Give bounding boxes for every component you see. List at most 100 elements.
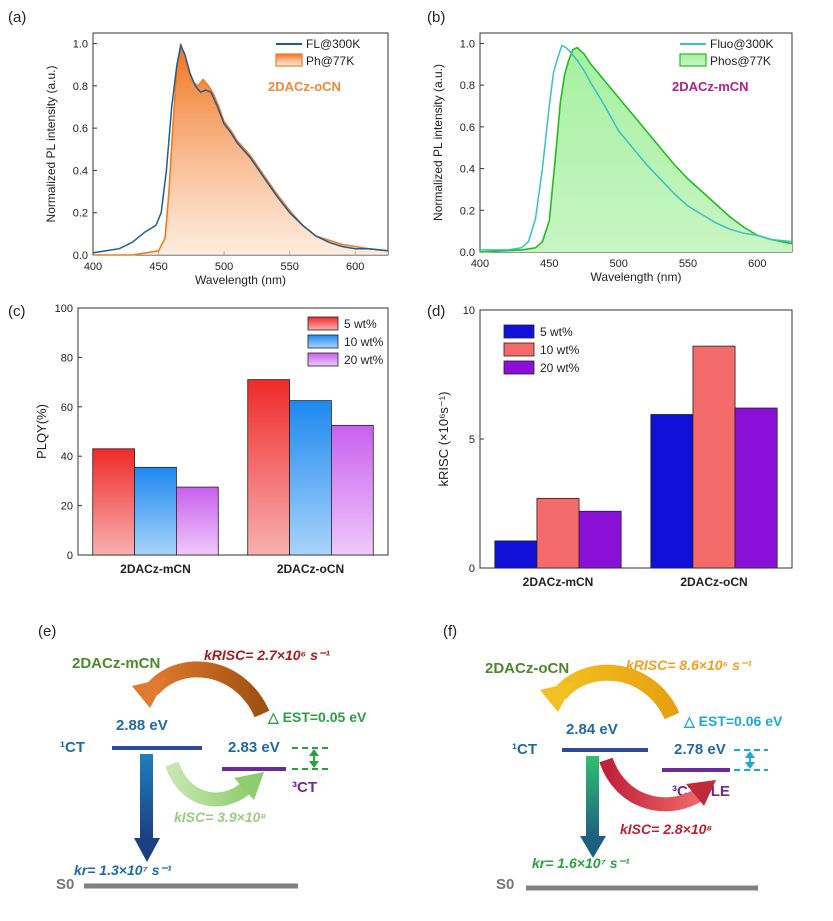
series-Phos@77K-line — [479, 46, 793, 253]
diagram-e-kr-arrowhead — [134, 838, 160, 862]
energy-diagram-e: 2DACz-mCN kRISC= 2.7×10⁶ s⁻¹ △ EST=0.05 … — [56, 647, 367, 893]
diagram-e-s1-energy: 2.88 eV — [116, 717, 168, 734]
x-category-label: 2DACz-oCN — [277, 562, 344, 576]
diagram-f-gap-arrow-up — [745, 751, 755, 758]
y-tick-label: 1.0 — [73, 39, 88, 51]
diagram-e-isc-arrow — [165, 761, 256, 807]
chart-d-krisc-bars: 0 5 10 2DACz-mCN 2DACz-oCN kRISC (×10⁶s⁻¹) 5 w… — [436, 305, 793, 589]
bar-2DACz-oCN-20 wt% — [331, 424, 374, 556]
y-tick-label: 5 — [469, 434, 475, 446]
x-axis-label: Wavelength (nm) — [591, 270, 682, 284]
y-tick-label: 20 — [61, 501, 73, 513]
series-FL@300K-line — [92, 43, 389, 254]
bar-2DACz-mCN-5 wt% — [494, 540, 538, 569]
legend-label-5 wt%: 5 wt% — [540, 325, 573, 339]
bar-2DACz-oCN-10 wt% — [692, 345, 736, 569]
diagram-e-kr: kr= 1.3×10⁷ s⁻¹ — [74, 862, 172, 878]
panel-letter-c: (c) — [8, 303, 26, 320]
panel-letter-f: (f) — [443, 623, 457, 640]
legend-swatch-20 wt% — [307, 352, 339, 367]
diagram-e-gap-arrow-down — [309, 761, 319, 768]
diagram-e-t1-energy: 2.83 eV — [228, 739, 280, 756]
legend-label-10 wt%: 10 wt% — [344, 335, 384, 349]
bar-2DACz-mCN-20 wt% — [578, 510, 622, 569]
legend-label-20 wt%: 20 wt% — [344, 353, 384, 367]
diagram-e-kr-arrow-shaft — [140, 754, 153, 840]
legend-swatch-5 wt% — [503, 324, 535, 339]
diagram-e-dest: △ EST=0.05 eV — [267, 709, 367, 725]
panel-letter-d: (d) — [427, 303, 445, 320]
annotation-label: 2DACz-mCN — [672, 79, 749, 94]
y-tick-label: 0.2 — [460, 205, 475, 217]
chart-c-frame — [77, 307, 389, 556]
diagram-f-t1-energy: 2.78 eV — [674, 741, 726, 758]
series-Phos@77K-area — [480, 47, 792, 252]
series-Fluo@300K-line — [480, 44, 793, 251]
y-tick-label: 100 — [55, 303, 73, 315]
legend-swatch-10 wt% — [503, 342, 535, 357]
x-tick-label: 500 — [609, 258, 627, 270]
legend-swatch-Ph@77K — [275, 53, 303, 67]
y-tick-label: 0 — [469, 563, 475, 575]
diagram-e-risc-arrowhead — [132, 678, 166, 708]
legend-label-Ph@77K: Ph@77K — [306, 54, 354, 68]
y-axis-label: Normalized PL intensity (a.u.) — [431, 64, 445, 221]
y-axis-label: kRISC (×10⁶s⁻¹) — [436, 392, 451, 487]
diagram-e-risc-arrow — [145, 661, 270, 718]
diagram-e-t1-label: ³CT — [292, 779, 317, 796]
x-tick-label: 600 — [346, 261, 364, 273]
y-tick-label: 0.4 — [73, 165, 88, 177]
bar-2DACz-mCN-20 wt% — [176, 486, 219, 556]
bar-2DACz-oCN-5 wt% — [650, 414, 694, 569]
annotation-label: 2DACz-oCN — [268, 79, 341, 94]
chart-a-pl-spectra-ocn: 400 450 500 550 600 0.0 0.2 0.4 0.6 0.8 1.0 Wavelen… — [44, 32, 389, 287]
legend-swatch-5 wt% — [307, 316, 339, 331]
y-tick-label: 0.8 — [73, 81, 88, 93]
x-tick-label: 400 — [471, 258, 489, 270]
diagram-f-isc-arrow — [599, 757, 704, 812]
diagram-e-s0-label: S0 — [56, 876, 74, 893]
y-tick-label: 0.2 — [73, 208, 88, 220]
y-tick-label: 0 — [67, 550, 73, 562]
legend-label-Fluo@300K: Fluo@300K — [710, 37, 774, 51]
legend-label-5 wt%: 5 wt% — [344, 317, 377, 331]
x-tick-label: 400 — [84, 261, 102, 273]
x-tick-label: 450 — [540, 258, 558, 270]
y-tick-label: 0.8 — [460, 80, 475, 92]
y-tick-label: 0.6 — [460, 122, 475, 134]
x-category-label: 2DACz-mCN — [523, 575, 594, 589]
diagram-e-gap-arrow-up — [309, 749, 319, 756]
diagram-f-isc-arrowhead — [686, 780, 716, 806]
bar-2DACz-oCN-10 wt% — [289, 400, 332, 556]
diagram-f-s0-label: S0 — [496, 876, 514, 893]
y-tick-label: 40 — [61, 451, 73, 463]
y-tick-label: 80 — [61, 352, 73, 364]
y-tick-label: 10 — [463, 305, 475, 317]
panel-letter-b: (b) — [427, 9, 445, 26]
y-tick-label: 1.0 — [460, 38, 475, 50]
y-tick-label: 0.6 — [73, 123, 88, 135]
legend-swatch-Phos@77K — [679, 53, 707, 67]
bar-2DACz-mCN-10 wt% — [536, 497, 580, 569]
y-tick-label: 0.0 — [460, 247, 475, 259]
x-tick-label: 550 — [679, 258, 697, 270]
y-tick-label: 0.4 — [460, 164, 475, 176]
x-tick-label: 500 — [215, 261, 233, 273]
diagram-e-molecule: 2DACz-mCN — [72, 655, 160, 672]
diagram-f-gap-arrow-down — [745, 762, 755, 769]
diagram-e-kisc: kISC= 3.9×10⁸ — [174, 809, 266, 825]
legend-label-FL@300K: FL@300K — [306, 37, 360, 51]
x-category-label: 2DACz-mCN — [120, 562, 191, 576]
legend-label-10 wt%: 10 wt% — [540, 343, 580, 357]
y-axis-label: PLQY(%) — [34, 404, 49, 459]
x-category-label: 2DACz-oCN — [680, 575, 747, 589]
diagram-f-dest: △ EST=0.06 eV — [683, 713, 783, 729]
y-tick-label: 60 — [61, 402, 73, 414]
diagram-e-s1-label: ¹CT — [60, 739, 85, 756]
diagram-e-krisc: kRISC= 2.7×10⁶ s⁻¹ — [204, 647, 330, 663]
y-axis-label: Normalized PL intensity (a.u.) — [44, 66, 58, 223]
panel-letter-e: (e) — [38, 623, 56, 640]
legend-swatch-10 wt% — [307, 334, 339, 349]
legend-swatch-20 wt% — [503, 360, 535, 375]
